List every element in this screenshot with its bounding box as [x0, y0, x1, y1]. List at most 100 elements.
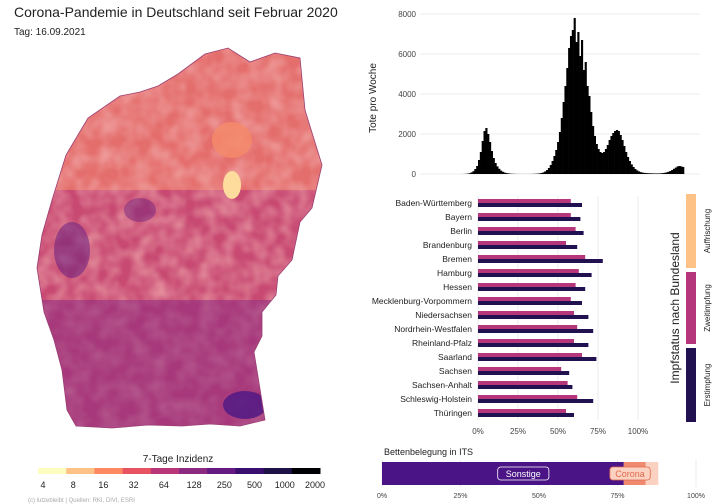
deaths-bar [615, 130, 619, 174]
germany-incidence-map [37, 48, 322, 428]
vacc-bar [478, 245, 578, 249]
vacc-x-tick-label: 75% [590, 427, 606, 436]
vacc-bar [478, 203, 582, 207]
deaths-y-tick-label: 4000 [398, 90, 416, 99]
deaths-bar [623, 146, 626, 174]
deaths-bar [658, 173, 661, 174]
vacc-legend-swatch [686, 272, 696, 344]
deaths-bar [595, 144, 598, 174]
vacc-bar [478, 357, 597, 361]
deaths-bar [557, 142, 560, 174]
vacc-category-label: Thüringen [434, 408, 473, 418]
vacc-bar [478, 241, 566, 245]
deaths-bar [479, 152, 482, 174]
deaths-bar [621, 140, 624, 174]
legend-tick-label: 4 [40, 480, 45, 490]
deaths-bar [617, 131, 620, 174]
icu-title: Bettenbelegung in ITS [384, 447, 473, 457]
deaths-bar [544, 171, 547, 174]
deaths-bar [507, 173, 510, 174]
deaths-y-axis-label: Tote pro Woche [368, 63, 379, 133]
vacc-bar [478, 385, 573, 389]
vacc-bar [478, 329, 594, 333]
deaths-bar [492, 158, 495, 174]
deaths-bar [501, 171, 505, 174]
deaths-bar [601, 153, 604, 174]
deaths-bar [682, 167, 685, 174]
legend-swatch [150, 468, 180, 474]
deaths-bar [632, 167, 635, 174]
deaths-bar [542, 172, 545, 174]
vacc-bar [478, 381, 568, 385]
vacc-category-label: Baden-Württemberg [395, 198, 472, 208]
deaths-bar [540, 173, 543, 174]
legend-swatch [263, 468, 293, 474]
deaths-bar [477, 160, 481, 174]
vacc-legend-swatch [686, 348, 696, 422]
deaths-bar [619, 135, 622, 174]
date-label: Tag: 16.09.2021 [14, 27, 86, 38]
deaths-bar [588, 96, 591, 174]
vacc-bar [478, 273, 592, 277]
deaths-bar [630, 164, 633, 174]
vacc-bar [478, 409, 566, 413]
vaccination-chart: 0% 25% 50% 75% 100% Baden-Württemberg Bayern Be… [372, 196, 648, 436]
legend-swatch [235, 468, 265, 474]
vacc-bar [478, 413, 574, 417]
map-light-spot-north-east [223, 171, 241, 199]
deaths-bar [573, 18, 576, 174]
deaths-bar [558, 132, 562, 174]
deaths-bar [555, 150, 558, 174]
vacc-bar [478, 371, 570, 375]
icu-x-tick-label: 50% [532, 493, 546, 500]
deaths-bar [641, 172, 644, 174]
vacc-bar [478, 231, 584, 235]
deaths-bar [654, 173, 657, 174]
deaths-y-tick-label: 2000 [398, 130, 416, 139]
deaths-bar [496, 166, 499, 174]
legend-tick-label: 2000 [305, 480, 325, 490]
deaths-bar [569, 36, 573, 174]
deaths-bar [560, 118, 563, 174]
deaths-bar [612, 133, 615, 174]
icu-label-corona: Corona [615, 469, 645, 479]
deaths-bar [580, 40, 584, 174]
vacc-category-label: Sachsen-Anhalt [412, 380, 473, 390]
page-title: Corona-Pandemie in Deutschland seit Febr… [14, 4, 338, 20]
vacc-category-label: Saarland [438, 352, 472, 362]
deaths-bar [592, 126, 595, 174]
germany-outline [36, 47, 323, 429]
deaths-bar [604, 149, 608, 174]
deaths-bar [503, 172, 506, 174]
deaths-bar [667, 171, 670, 174]
deaths-bar [586, 86, 589, 174]
deaths-bar [551, 161, 554, 174]
deaths-bar [577, 32, 580, 174]
deaths-bar [652, 173, 655, 174]
vacc-category-label: Berlin [450, 226, 472, 236]
vacc-category-label: Rheinland-Pfalz [412, 338, 472, 348]
vacc-bar [478, 311, 574, 315]
deaths-bar [643, 172, 646, 174]
icu-x-tick-label: 25% [453, 493, 467, 500]
deaths-bar [665, 172, 668, 174]
vacc-x-tick-label: 50% [550, 427, 566, 436]
source-credit: (c) lutzebleibt | Quellen: RKI, DIVI, ES… [28, 498, 135, 504]
deaths-bar [584, 62, 587, 174]
icu-x-tick-label: 0% [377, 493, 387, 500]
deaths-bar [674, 167, 677, 174]
deaths-bar [671, 170, 674, 174]
vacc-category-label: Hessen [443, 282, 472, 292]
vacc-bar [478, 301, 582, 305]
incidence-legend-ticks: 4 8 16 32 64 128 250 500 1000 2000 [40, 474, 325, 490]
deaths-bar [638, 171, 641, 174]
deaths-bar [650, 173, 654, 174]
vacc-bar [478, 315, 589, 319]
vacc-bar [478, 217, 581, 221]
deaths-bar [628, 161, 631, 174]
vacc-x-tick-label: 0% [472, 427, 484, 436]
deaths-bar [568, 48, 571, 174]
deaths-y-tick-label: 6000 [398, 50, 416, 59]
vacc-bar [478, 259, 603, 263]
